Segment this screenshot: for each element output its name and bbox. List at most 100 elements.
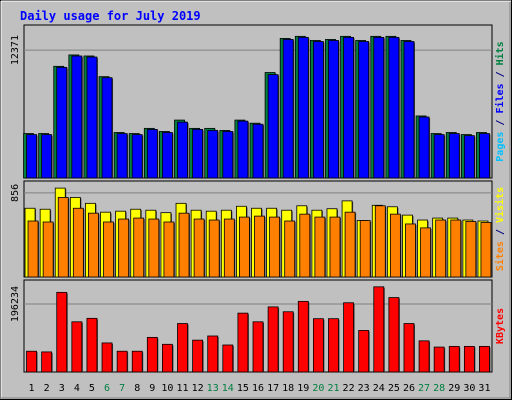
x-tick-label: 21: [327, 383, 339, 394]
bar-kbytes: [463, 345, 475, 373]
bar-kbytes: [71, 321, 83, 373]
panel-series-label-part: /: [495, 223, 506, 241]
bar-files: [282, 39, 294, 179]
x-tick-label: 14: [222, 383, 234, 394]
x-tick-label: 30: [463, 383, 475, 394]
bar-sites: [450, 219, 462, 278]
panel-series-label-part: Files: [494, 83, 506, 113]
x-tick-label: 16: [252, 383, 264, 394]
bar-sites: [239, 216, 250, 278]
bar-kbytes: [222, 344, 234, 373]
bar-sites: [329, 216, 341, 278]
bar-kbytes: [479, 345, 490, 373]
x-tick-label: 8: [134, 383, 140, 394]
x-tick-label: 26: [403, 383, 415, 394]
bar-files: [252, 123, 264, 179]
bar-files: [433, 134, 445, 179]
bar-kbytes: [56, 291, 68, 373]
x-tick-label: 28: [433, 383, 445, 394]
bar-kbytes: [237, 312, 249, 373]
bar-files: [177, 121, 188, 179]
x-tick-label: 23: [358, 383, 370, 394]
bar-sites: [254, 215, 265, 278]
panel-1: 12371 Pages / Files / Hits: [10, 24, 506, 179]
bar-files: [116, 133, 128, 179]
bar-sites: [314, 216, 326, 278]
x-tick-label: 17: [267, 383, 279, 394]
bar-sites: [389, 213, 401, 278]
x-tick-label: 19: [297, 383, 309, 394]
x-tick-label: 1: [29, 383, 35, 394]
bar-kbytes: [146, 336, 158, 373]
x-tick-label: 3: [59, 383, 65, 394]
x-tick-label: 10: [161, 383, 173, 394]
bar-sites: [133, 217, 145, 278]
bar-files: [41, 134, 53, 179]
x-tick-label: 5: [89, 383, 95, 394]
bar-kbytes: [131, 350, 143, 373]
bar-kbytes: [403, 323, 415, 373]
x-tick-label: 18: [282, 383, 294, 394]
bar-files: [388, 36, 400, 179]
bar-files: [479, 133, 490, 179]
bar-sites: [88, 212, 99, 278]
panel-series-label-part: Hits: [494, 41, 506, 65]
bar-sites: [435, 219, 447, 278]
bar-kbytes: [312, 318, 324, 373]
bar-kbytes: [41, 351, 53, 373]
y-axis-max-label: 856: [10, 184, 21, 202]
bar-kbytes: [207, 335, 219, 373]
bar-kbytes: [192, 339, 204, 373]
bar-sites: [480, 222, 492, 278]
x-tick-label: 9: [149, 383, 155, 394]
bar-kbytes: [328, 318, 339, 373]
x-axis-tick-labels: 1 2 3 4 5 6 7 8 9 10 11 12 13 14 15 16 17 18 19 20 21 22 23 24 2…: [29, 383, 491, 394]
bar-sites: [193, 218, 205, 278]
bar-files: [328, 40, 339, 179]
bar-sites: [269, 216, 280, 278]
panel-series-label: KBytes: [495, 308, 506, 344]
bar-kbytes: [373, 286, 385, 373]
x-tick-label: 22: [343, 383, 355, 394]
x-tick-label: 27: [418, 383, 430, 394]
bar-kbytes: [297, 300, 309, 373]
bar-kbytes: [162, 343, 173, 373]
bar-files: [222, 131, 234, 179]
bar-kbytes: [86, 317, 98, 373]
bar-files: [86, 56, 98, 179]
bar-sites: [223, 218, 235, 278]
bar-files: [192, 128, 204, 179]
bar-files: [373, 36, 385, 179]
bar-files: [448, 133, 460, 179]
x-tick-label: 12: [192, 383, 204, 394]
panel-series-label-part: /: [495, 65, 506, 83]
bar-files: [418, 116, 430, 179]
bar-files: [26, 134, 37, 179]
bar-kbytes: [177, 323, 188, 373]
x-tick-label: 24: [373, 383, 385, 394]
bar-sites: [208, 219, 220, 278]
x-tick-label: 29: [448, 383, 460, 394]
bar-files: [403, 41, 415, 179]
panel-series-label-part: Sites: [494, 241, 506, 271]
bar-sites: [103, 221, 114, 278]
bar-sites: [359, 220, 371, 278]
bar-files: [297, 36, 309, 179]
bar-files: [312, 41, 324, 179]
bar-sites: [27, 220, 39, 278]
bar-files: [56, 66, 68, 179]
bar-files: [267, 74, 279, 179]
chart-panels: 12371 Pages / Files / Hits 856 Sites / Visi…: [10, 24, 506, 373]
panel-series-label-part: Pages: [495, 132, 506, 162]
bar-files: [71, 55, 83, 179]
bar-sites: [42, 221, 54, 278]
bar-sites: [118, 218, 130, 278]
bar-sites: [405, 223, 416, 278]
bar-sites: [374, 205, 386, 278]
bar-sites: [344, 211, 356, 278]
bar-sites: [420, 227, 431, 278]
bar-kbytes: [26, 350, 37, 373]
x-tick-label: 7: [119, 383, 125, 394]
